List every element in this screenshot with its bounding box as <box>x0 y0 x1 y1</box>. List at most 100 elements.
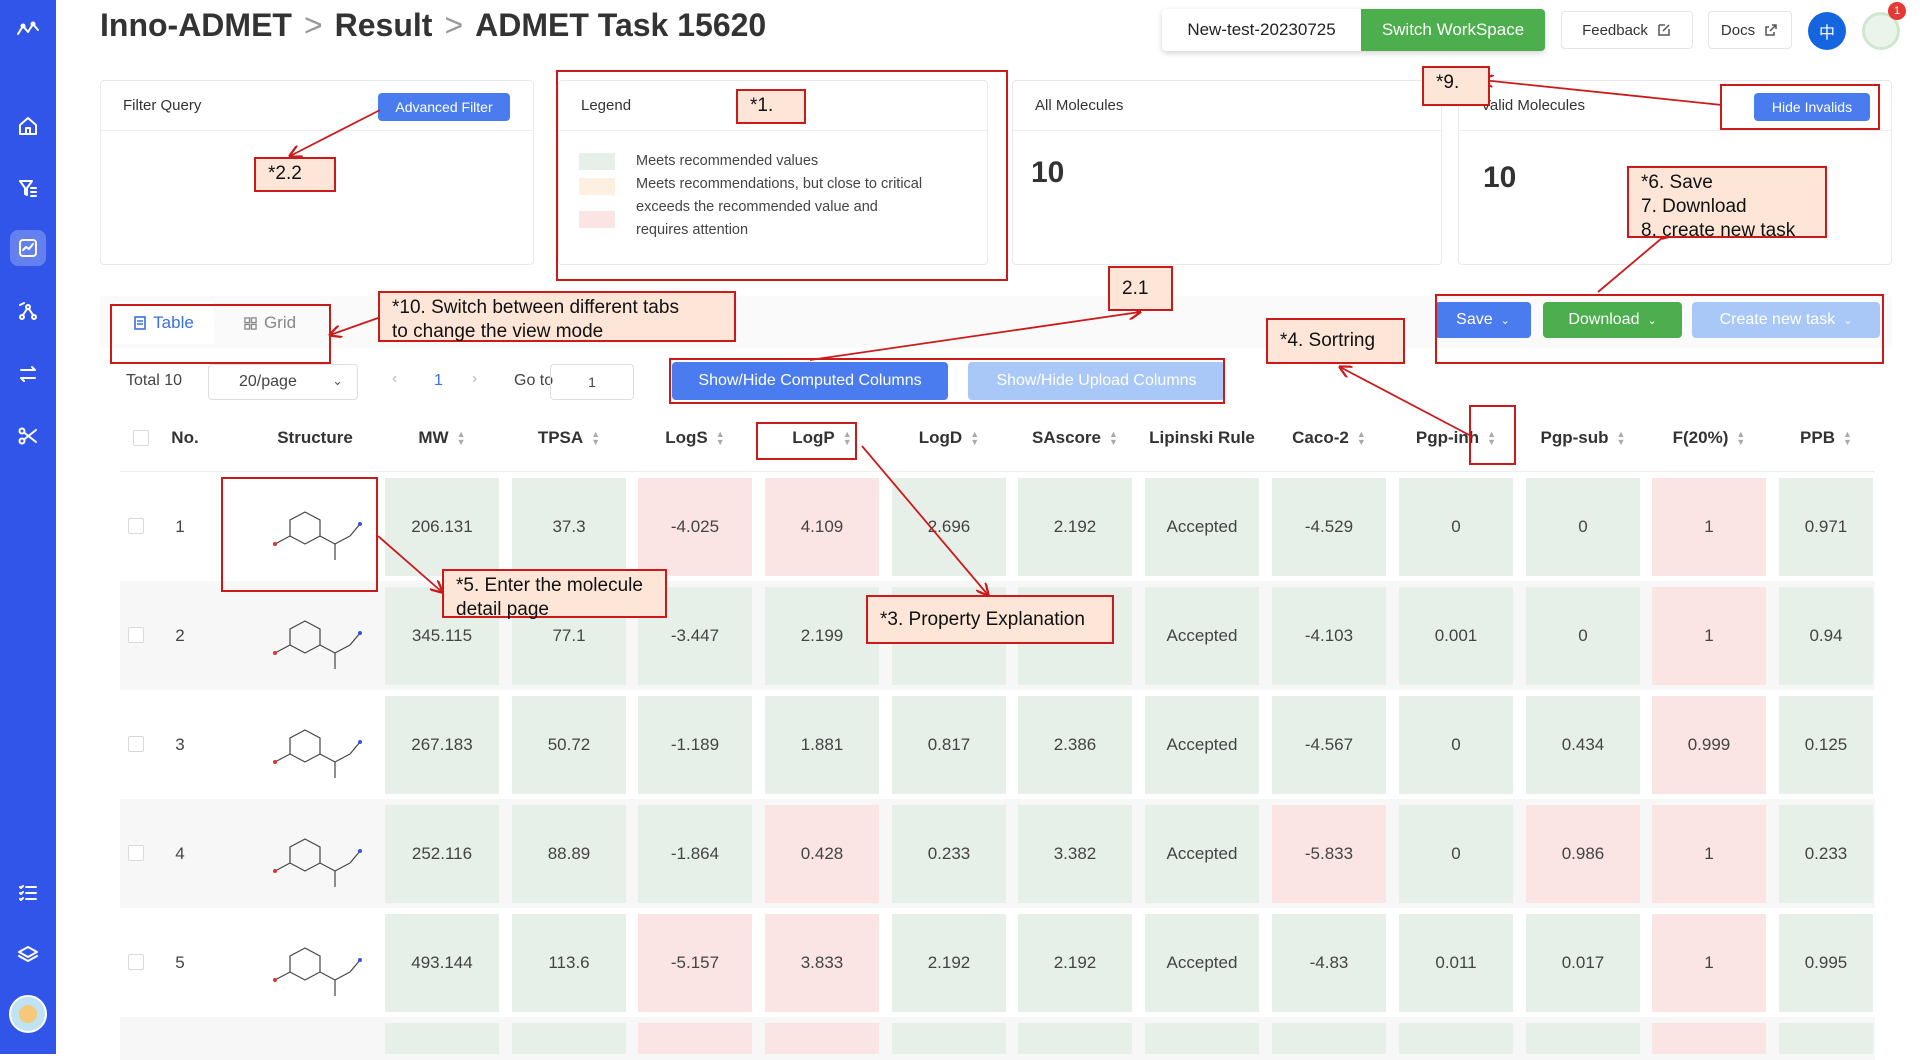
column-header-tpsa[interactable]: TPSA ▲ ▼ <box>512 420 626 456</box>
row-checkbox[interactable] <box>128 845 144 861</box>
cell-ppb: 0.971 <box>1779 478 1873 576</box>
column-header-pgp-sub[interactable]: Pgp-sub ▲ ▼ <box>1526 420 1640 456</box>
column-header-label: Structure <box>277 428 353 447</box>
cell-pgp-sub: 0.434 <box>1526 696 1640 794</box>
cell-caco2: -4.529 <box>1272 478 1386 576</box>
show-hide-upload-button[interactable]: Show/Hide Upload Columns <box>968 362 1225 400</box>
chevron-down-icon: ⌄ <box>332 373 343 388</box>
app-logo[interactable] <box>10 12 46 48</box>
column-header-pgp-inh[interactable]: Pgp-inh ▲ ▼ <box>1399 420 1513 456</box>
sidebar-item-home[interactable] <box>10 108 46 144</box>
sidebar-item-molecule[interactable] <box>10 293 46 329</box>
sort-icon[interactable]: ▲ ▼ <box>1736 429 1746 447</box>
valid-molecules-count: 10 <box>1483 161 1517 194</box>
tab-grid[interactable]: Grid <box>220 302 320 344</box>
sort-icon[interactable]: ▲ ▼ <box>1616 429 1626 447</box>
row-checkbox[interactable] <box>128 518 144 534</box>
hide-invalids-button[interactable]: Hide Invalids <box>1754 93 1870 121</box>
molecule-structure[interactable] <box>235 920 385 1006</box>
goto-input[interactable]: 1 <box>550 364 634 400</box>
feedback-button[interactable]: Feedback <box>1561 11 1693 49</box>
column-header-mw[interactable]: MW ▲ ▼ <box>385 420 499 456</box>
sort-icon[interactable]: ▲ ▼ <box>456 429 466 447</box>
avatar-face-icon <box>19 1005 37 1023</box>
cell-caco2: -5.833 <box>1272 805 1386 903</box>
cell-ppb: 0.995 <box>1779 914 1873 1012</box>
molecule-drawing-icon <box>273 838 362 887</box>
cell-pgp-inh: 0 <box>1399 805 1513 903</box>
all-molecules-count: 10 <box>1031 156 1065 189</box>
select-all-checkbox[interactable] <box>133 430 149 446</box>
show-hide-computed-button[interactable]: Show/Hide Computed Columns <box>672 362 948 400</box>
column-header-caco2[interactable]: Caco-2 ▲ ▼ <box>1272 420 1386 456</box>
advanced-filter-button[interactable]: Advanced Filter <box>378 93 510 121</box>
cell-sascore: 2.192 <box>1018 914 1132 1012</box>
tab-table[interactable]: Table <box>114 302 214 344</box>
molecule-structure[interactable] <box>235 484 385 570</box>
column-header-f20[interactable]: F(20%) ▲ ▼ <box>1652 420 1766 456</box>
sort-icon[interactable]: ▲ ▼ <box>1487 429 1497 447</box>
prev-page-icon[interactable]: ‹ <box>392 370 398 387</box>
sidebar-item-tasks[interactable] <box>10 875 46 911</box>
cell-tpsa <box>512 1023 626 1054</box>
language-toggle[interactable]: 中 <box>1808 12 1846 50</box>
row-number: 3 <box>175 735 185 754</box>
molecule-structure[interactable] <box>235 811 385 897</box>
notification-badge: 1 <box>1888 2 1906 20</box>
legend-swatch-orange <box>579 178 615 195</box>
cell-mw <box>385 1023 499 1054</box>
sort-icon[interactable]: ▲ ▼ <box>842 429 852 447</box>
next-page-icon[interactable]: › <box>472 370 478 387</box>
cell-lipinski: Accepted <box>1145 587 1259 685</box>
page-number[interactable]: 1 <box>434 372 443 389</box>
sort-icon[interactable]: ▲ ▼ <box>715 429 725 447</box>
sidebar-item-transfer[interactable] <box>10 356 46 392</box>
user-avatar[interactable] <box>9 995 47 1033</box>
breadcrumb-result[interactable]: Result <box>334 7 433 43</box>
cell-logd: 2.192 <box>892 914 1006 1012</box>
row-checkbox[interactable] <box>128 736 144 752</box>
download-button[interactable]: Download ⌄ <box>1543 302 1682 338</box>
annotation-6-7-8: *6. Save 7. Download 8. create new task <box>1627 166 1827 241</box>
page-size-select[interactable]: 20/page ⌄ <box>208 364 358 400</box>
column-header-logd[interactable]: LogD ▲ ▼ <box>892 420 1006 456</box>
cell-sascore <box>1018 1023 1132 1054</box>
column-header-logs[interactable]: LogS ▲ ▼ <box>638 420 752 456</box>
create-new-task-button[interactable]: Create new task ⌄ <box>1692 302 1880 338</box>
sort-icon[interactable]: ▲ ▼ <box>1356 429 1366 447</box>
sort-icon[interactable]: ▲ ▼ <box>1109 429 1118 447</box>
save-button[interactable]: Save ⌄ <box>1435 302 1531 338</box>
molecule-structure[interactable] <box>235 702 385 788</box>
switch-workspace-button[interactable]: Switch WorkSpace <box>1361 9 1545 51</box>
sort-icon[interactable]: ▲ ▼ <box>970 429 980 447</box>
table-icon <box>134 316 146 330</box>
column-header-ppb[interactable]: PPB ▲ ▼ <box>1779 420 1873 456</box>
sidebar-item-layers[interactable] <box>10 937 46 973</box>
filter-icon <box>19 180 37 197</box>
sidebar-item-filter[interactable] <box>10 170 46 206</box>
sort-icon[interactable]: ▲ ▼ <box>1843 429 1852 447</box>
molecule-drawing-icon <box>273 947 362 996</box>
cell-tpsa: 88.89 <box>512 805 626 903</box>
row-checkbox[interactable] <box>128 627 144 643</box>
column-header-label: LogP <box>792 428 835 447</box>
breadcrumb-app[interactable]: Inno-ADMET <box>100 7 292 43</box>
row-checkbox[interactable] <box>128 954 144 970</box>
docs-button[interactable]: Docs <box>1708 11 1792 49</box>
cell-logp: 2.199 <box>765 587 879 685</box>
cell-pgp-inh: 0 <box>1399 478 1513 576</box>
feedback-label: Feedback <box>1582 21 1648 39</box>
cell-caco2: -4.567 <box>1272 696 1386 794</box>
sidebar-item-tools[interactable] <box>10 418 46 454</box>
molecule-structure[interactable] <box>235 593 385 679</box>
annotation-2-1: 2.1 <box>1108 266 1173 311</box>
row-number: 4 <box>175 844 185 863</box>
column-header-sascore[interactable]: SAscore ▲ ▼ <box>1018 420 1132 456</box>
cell-pgp-sub: 0 <box>1526 587 1640 685</box>
column-header-logp[interactable]: LogP ▲ ▼ <box>765 420 879 456</box>
annotation-9: *9. <box>1422 66 1490 106</box>
cell-lipinski: Accepted <box>1145 914 1259 1012</box>
sort-icon[interactable]: ▲ ▼ <box>591 429 601 447</box>
sidebar-item-admet[interactable] <box>10 230 46 266</box>
legend-item: Meets recommended values <box>636 153 819 169</box>
